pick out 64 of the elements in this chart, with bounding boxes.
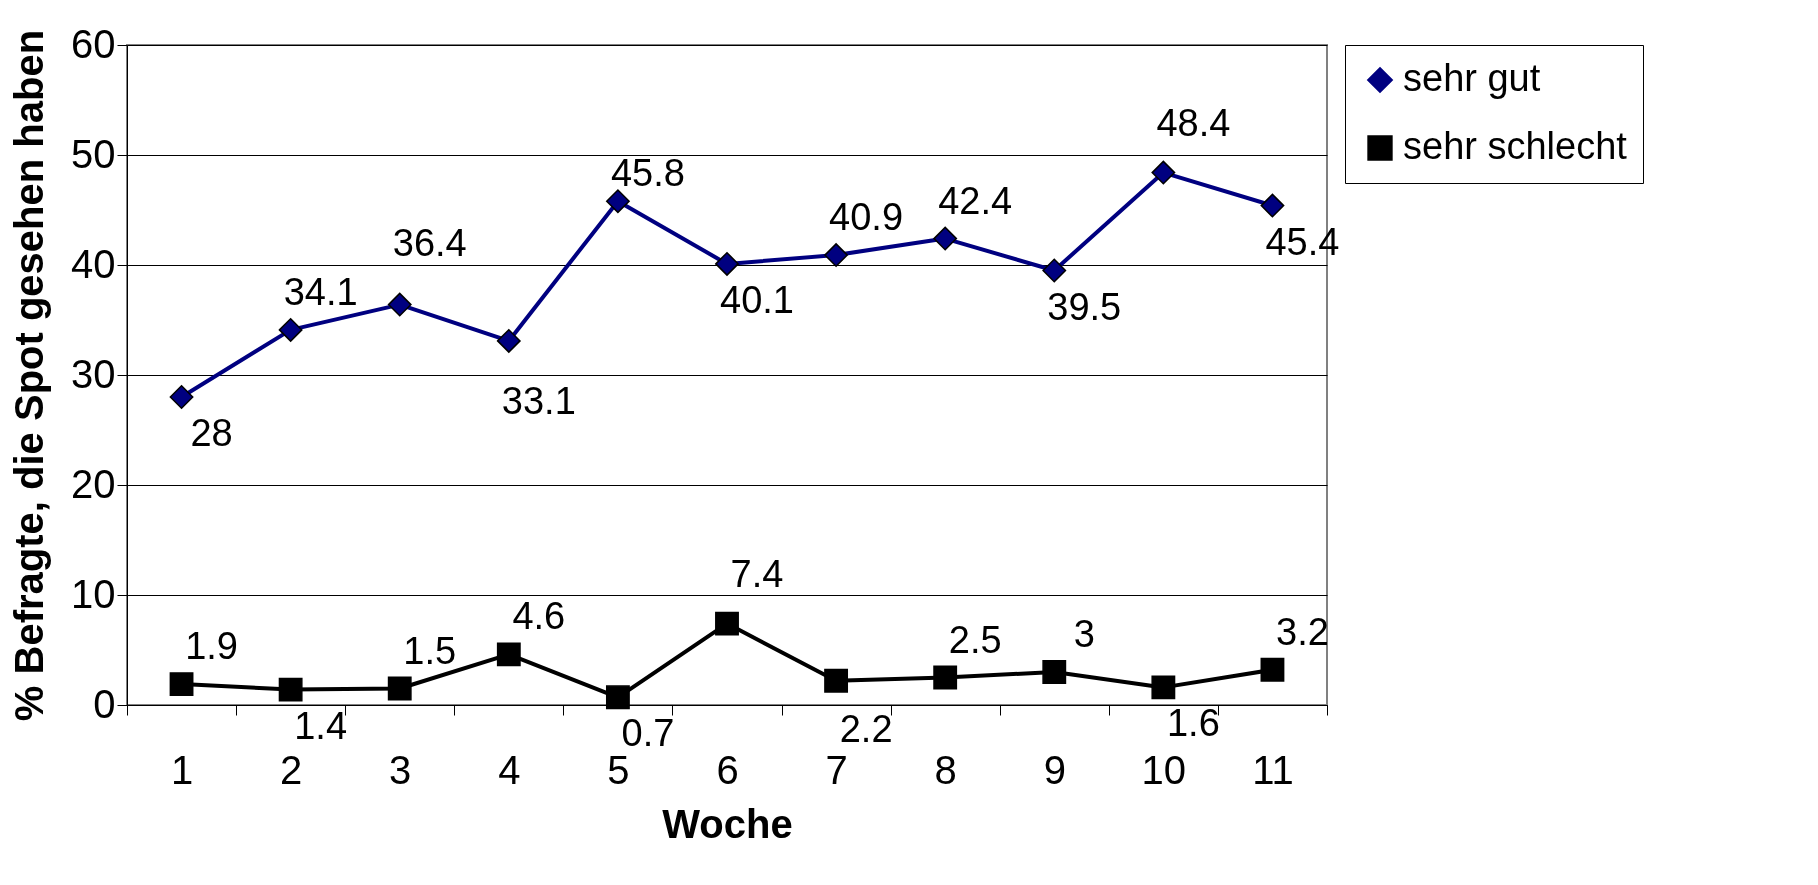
point — [715, 251, 739, 276]
point — [824, 668, 849, 693]
data-label: 1.6 — [1166, 702, 1220, 745]
x-tick-label: 8 — [934, 747, 957, 792]
data-label: 4.6 — [512, 595, 566, 638]
data-label: 48.4 — [1156, 101, 1231, 144]
point — [933, 226, 958, 251]
point — [278, 317, 303, 342]
point — [1042, 660, 1067, 684]
point — [1151, 675, 1176, 700]
data-label: 42.4 — [938, 179, 1013, 222]
x-tick-label: 1 — [170, 747, 194, 792]
point — [1260, 193, 1285, 218]
point — [496, 642, 521, 667]
point — [1151, 160, 1176, 185]
data-label: 45.4 — [1265, 220, 1340, 263]
data-label: 39.5 — [1047, 285, 1122, 328]
y-tick-label: 0 — [93, 681, 116, 726]
point — [278, 677, 303, 702]
data-label: 40.1 — [720, 278, 794, 321]
data-label: 3 — [1073, 613, 1095, 655]
x-tick-label: 11 — [1252, 747, 1294, 792]
data-label: 45.8 — [610, 152, 685, 195]
point — [605, 189, 630, 214]
x-tick-label: 7 — [825, 747, 848, 792]
x-tick-label: 9 — [1043, 747, 1066, 792]
point — [496, 328, 521, 353]
legend-label: sehr gut — [1403, 57, 1541, 99]
y-tick-label: 40 — [71, 241, 116, 286]
point — [933, 665, 958, 690]
data-label: 28 — [190, 412, 233, 454]
point — [1260, 657, 1285, 682]
data-label: 1.4 — [294, 704, 348, 747]
data-label: 1.5 — [403, 629, 457, 672]
point — [387, 292, 412, 317]
data-label: 33.1 — [501, 379, 576, 422]
data-label: 7.4 — [730, 552, 784, 595]
y-axis-title: % Befragte, die Spot gesehen haben — [7, 29, 52, 722]
y-tick-label: 20 — [71, 461, 116, 506]
data-label: 1.9 — [185, 625, 238, 668]
legend-label: sehr schlecht — [1403, 125, 1628, 167]
x-tick-label: 4 — [498, 747, 521, 792]
x-tick-label: 10 — [1141, 747, 1187, 792]
data-label: 2.2 — [839, 707, 893, 750]
x-tick-label: 6 — [716, 747, 739, 792]
x-tick-label: 2 — [280, 747, 303, 792]
y-tick-label: 50 — [71, 131, 116, 176]
data-label: 40.9 — [829, 196, 904, 239]
point — [605, 685, 630, 710]
data-label: 36.4 — [392, 221, 467, 264]
x-tick-label: 3 — [389, 747, 412, 792]
x-axis-title: Woche — [662, 801, 793, 846]
data-label: 3.2 — [1276, 610, 1329, 653]
point — [1042, 258, 1067, 283]
y-tick-label: 10 — [71, 571, 116, 616]
point — [169, 672, 194, 697]
data-label: 34.1 — [283, 270, 358, 313]
data-label: 2.5 — [948, 618, 1002, 661]
y-tick-label: 60 — [71, 21, 116, 66]
point — [169, 385, 194, 409]
y-tick-label: 30 — [71, 351, 116, 396]
point — [824, 243, 849, 268]
point — [387, 676, 412, 701]
point — [715, 611, 739, 636]
